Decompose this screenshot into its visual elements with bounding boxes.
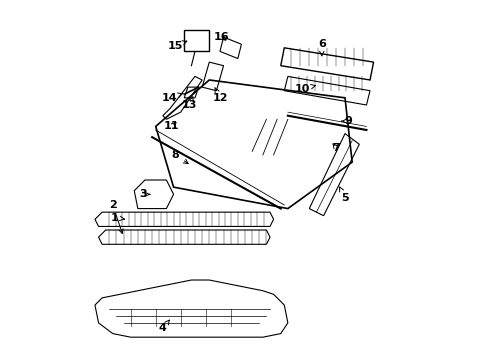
Text: 14: 14 [162,93,183,103]
Text: 12: 12 [212,87,228,103]
Text: 13: 13 [182,97,197,110]
Text: 2: 2 [109,200,123,234]
Text: 5: 5 [340,187,349,203]
Text: 10: 10 [294,84,316,94]
Text: 6: 6 [318,39,326,56]
Text: 9: 9 [342,116,352,126]
Text: 16: 16 [214,32,230,42]
Text: 7: 7 [332,143,340,153]
Text: 8: 8 [172,150,188,163]
Text: 4: 4 [159,320,170,333]
Text: 3: 3 [139,189,150,199]
Text: 1: 1 [111,212,124,222]
Text: 11: 11 [164,121,179,131]
Text: 15: 15 [168,41,187,51]
